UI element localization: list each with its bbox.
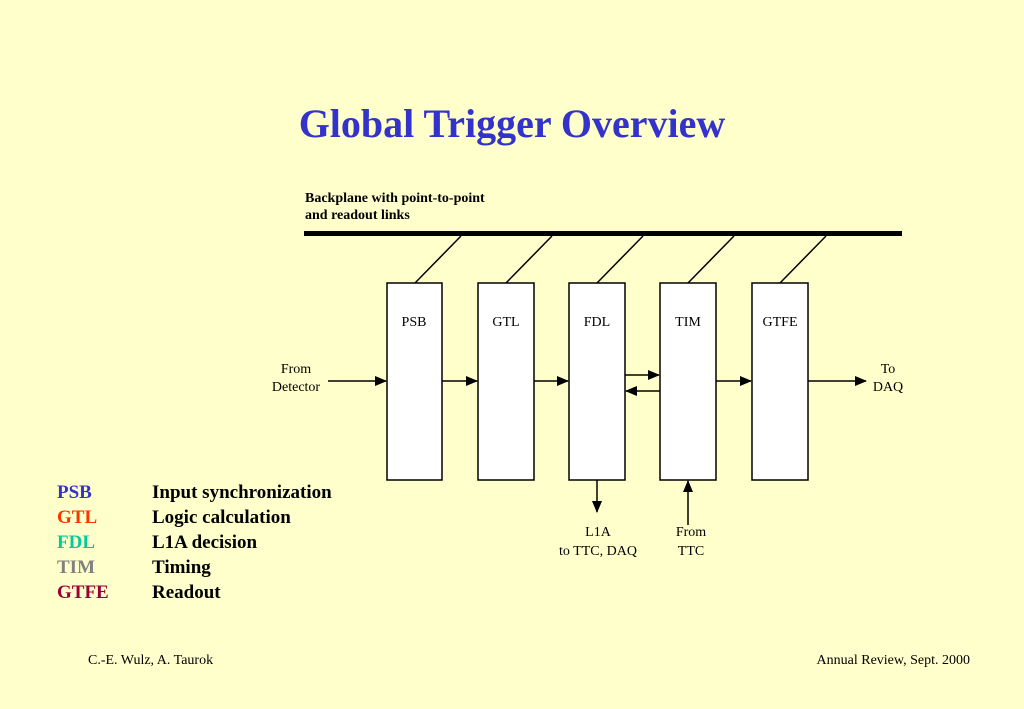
box-label-tim: TIM [675,315,701,330]
legend: PSB Input synchronization GTL Logic calc… [57,480,332,605]
legend-row-psb: PSB Input synchronization [57,480,332,505]
legend-abbr: GTFE [57,582,109,603]
input-label-line2: Detector [272,380,321,395]
backplane-link-fdl [596,235,644,284]
box-gtl [477,282,535,481]
box-label-psb: PSB [402,315,427,330]
legend-abbr: FDL [57,532,95,553]
legend-abbr: PSB [57,482,92,503]
backplane-label-line2: and readout links [305,208,410,223]
legend-abbr: TIM [57,557,95,578]
legend-desc: L1A decision [152,532,258,553]
footer-event: Annual Review, Sept. 2000 [816,653,970,668]
legend-row-fdl: FDL L1A decision [57,530,332,555]
legend-row-gtfe: GTFE Readout [57,580,332,605]
backplane-link-gtl [505,235,553,284]
output-label-line1: To [881,362,896,377]
footer-authors: C.-E. Wulz, A. Taurok [88,653,214,668]
legend-desc: Timing [152,557,211,578]
legend-desc: Input synchronization [152,482,332,503]
box-label-gtl: GTL [492,315,519,330]
from-ttc-label-line1: From [676,525,706,540]
output-label-line2: DAQ [873,380,903,395]
box-label-fdl: FDL [584,315,610,330]
box-fdl [568,282,626,481]
legend-desc: Logic calculation [152,507,291,528]
legend-abbr: GTL [57,507,98,528]
box-label-gtfe: GTFE [763,315,798,330]
backplane-label-line1: Backplane with point-to-point [305,191,485,206]
box-gtfe [751,282,809,481]
l1a-label-line1: L1A [585,525,612,540]
legend-desc: Readout [152,582,221,603]
box-psb [386,282,443,481]
backplane-link-psb [414,235,462,284]
backplane-link-gtfe [779,235,827,284]
box-tim [659,282,717,481]
from-ttc-label-line2: TTC [678,544,704,559]
l1a-label-line2: to TTC, DAQ [559,544,637,559]
input-label-line1: From [281,362,311,377]
backplane-link-tim [687,235,735,284]
backplane-bar [304,231,902,236]
legend-row-gtl: GTL Logic calculation [57,505,332,530]
slide-title: Global Trigger Overview [298,101,726,146]
legend-row-tim: TIM Timing [57,555,332,580]
